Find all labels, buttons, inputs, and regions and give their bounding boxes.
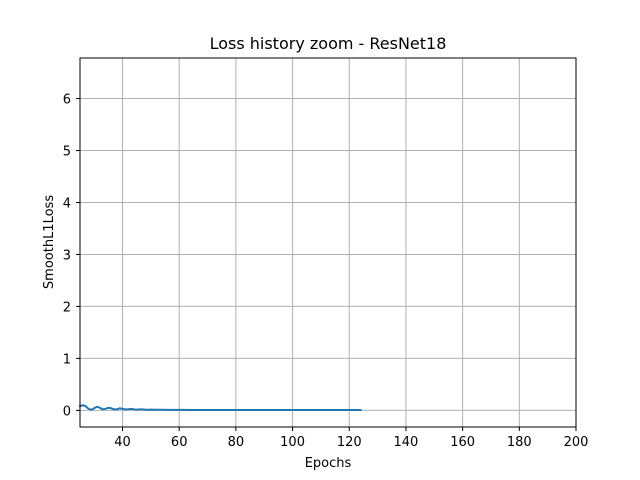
x-tick-label: 200	[564, 435, 589, 450]
series-layer	[78, 404, 362, 412]
series-line	[78, 404, 362, 412]
x-axis-label: Epochs	[305, 456, 352, 471]
y-axis-label: SmoothL1Loss	[42, 195, 57, 289]
x-tick-label: 180	[507, 435, 532, 450]
y-tick-label: 6	[63, 93, 71, 108]
y-tick-label: 4	[63, 196, 71, 211]
y-tick-label: 1	[63, 352, 71, 367]
x-tick-label: 100	[280, 435, 305, 450]
y-tick-label: 0	[63, 404, 71, 419]
x-tick-label: 80	[228, 435, 245, 450]
x-tick-label: 60	[171, 435, 188, 450]
y-tick-label: 3	[63, 248, 71, 263]
y-tick-label: 2	[63, 300, 71, 315]
x-tick-label: 120	[337, 435, 362, 450]
x-axis: 40 60 80 100 120 140 160 180 200	[114, 427, 588, 450]
x-tick-label: 40	[114, 435, 131, 450]
y-tick-label: 5	[63, 145, 71, 160]
x-tick-label: 140	[394, 435, 419, 450]
chart-title: Loss history zoom - ResNet18	[210, 34, 447, 53]
y-axis: 0 1 2 3 4 5 6	[63, 93, 80, 419]
plot-frame	[79, 57, 577, 428]
grid	[80, 58, 577, 427]
x-tick-label: 160	[450, 435, 475, 450]
